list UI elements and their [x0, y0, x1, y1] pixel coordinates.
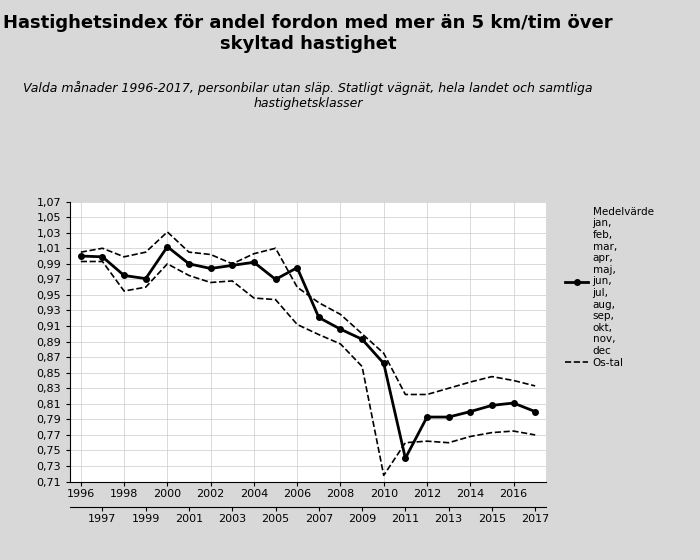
Text: Valda månader 1996-2017, personbilar utan släp. Statligt vägnät, hela landet och: Valda månader 1996-2017, personbilar uta… [23, 81, 593, 110]
Text: Hastighetsindex för andel fordon med mer än 5 km/tim över
skyltad hastighet: Hastighetsindex för andel fordon med mer… [4, 14, 612, 53]
Legend: Medelvärde
jan,
feb,
mar,
apr,
maj,
jun,
jul,
aug,
sep,
okt,
nov,
dec, Os-tal: Medelvärde jan, feb, mar, apr, maj, jun,… [566, 207, 654, 367]
